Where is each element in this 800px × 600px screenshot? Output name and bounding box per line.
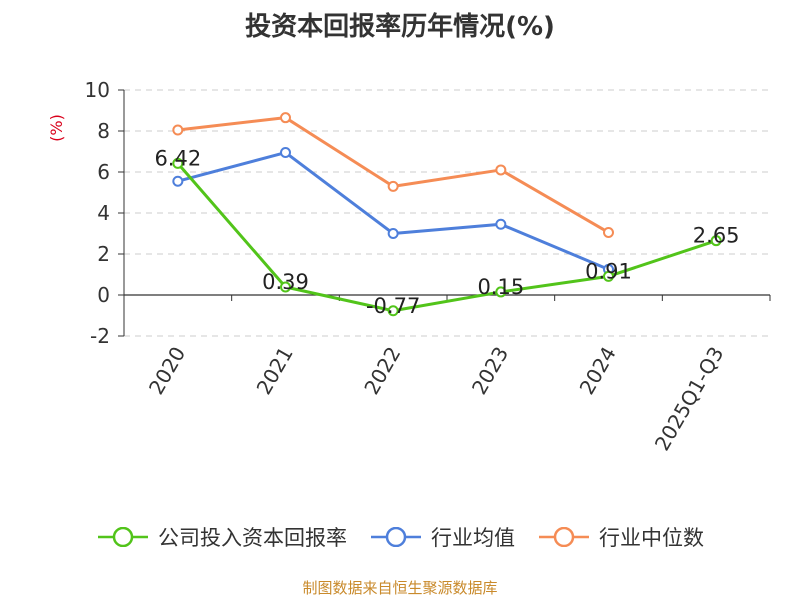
x-tick-labels: 2020 2021 2022 2023 2024 2025Q1-Q3 [144, 343, 729, 455]
y-tick-label: 4 [97, 201, 110, 225]
data-point [172, 124, 184, 136]
data-label: 0.15 [477, 275, 524, 299]
data-point [387, 228, 399, 239]
data-point [495, 218, 507, 230]
series-line-1 [177, 151, 610, 271]
data-label: -0.77 [366, 294, 420, 318]
series-points [172, 112, 722, 317]
source-note: 制图数据来自恒生聚源数据库 [302, 579, 498, 597]
data-point [387, 180, 399, 192]
data-point [495, 164, 507, 176]
data-point [172, 175, 184, 187]
grid-lines [124, 89, 770, 337]
data-label: 2.65 [693, 224, 740, 248]
x-tick-label: 2022 [359, 343, 405, 399]
legend-line-industry-median-icon [539, 527, 589, 547]
y-tick-label: 10 [85, 78, 110, 102]
y-tick-label: -2 [90, 324, 110, 348]
x-tick-label: 2025Q1-Q3 [650, 343, 729, 455]
legend-label-company: 公司投入资本回报率 [158, 526, 347, 550]
x-tick-label: 2023 [467, 343, 513, 399]
x-tick-label: 2020 [144, 343, 190, 399]
legend-line-company-icon [98, 527, 148, 547]
y-tick-label: 6 [97, 160, 110, 184]
legend-item-company[interactable]: 公司投入资本回报率 [96, 522, 347, 552]
y-tick-labels: 10 8 6 4 2 0 -2 [85, 78, 110, 348]
data-point [280, 147, 291, 159]
y-tick-label: 8 [97, 119, 110, 143]
series-line-2 [177, 116, 610, 234]
legend-item-industry-median[interactable]: 行业中位数 [537, 522, 704, 552]
axes [118, 89, 771, 337]
legend-label-industry-median: 行业中位数 [599, 526, 704, 550]
legend-line-industry-average-icon [371, 527, 421, 547]
data-point [172, 157, 184, 169]
data-point [280, 281, 291, 293]
x-tick-label: 2021 [252, 343, 298, 399]
series-lines [176, 116, 717, 313]
data-label: 0.91 [585, 259, 632, 283]
data-label: 6.42 [154, 146, 201, 170]
data-point [387, 305, 399, 317]
x-tick-label: 2024 [575, 343, 621, 399]
series-line-0 [176, 162, 717, 313]
y-tick-label: 2 [97, 242, 110, 266]
data-labels: 6.42 0.39 -0.77 0.15 0.91 2.65 [154, 146, 739, 317]
data-point [603, 270, 614, 282]
y-axis-label: (%) [47, 114, 66, 142]
legend-item-industry-average[interactable]: 行业均值 [369, 522, 515, 552]
data-label: 0.39 [262, 270, 309, 294]
legend: 公司投入资本回报率 行业均值 行业中位数 [0, 520, 800, 554]
y-tick-label: 0 [97, 283, 110, 307]
data-point [495, 286, 507, 298]
data-point [280, 112, 291, 124]
data-point [603, 226, 614, 238]
data-point [710, 235, 722, 247]
chart-title: 投资本回报率历年情况(%) [245, 12, 555, 42]
legend-label-industry-average: 行业均值 [431, 526, 515, 550]
